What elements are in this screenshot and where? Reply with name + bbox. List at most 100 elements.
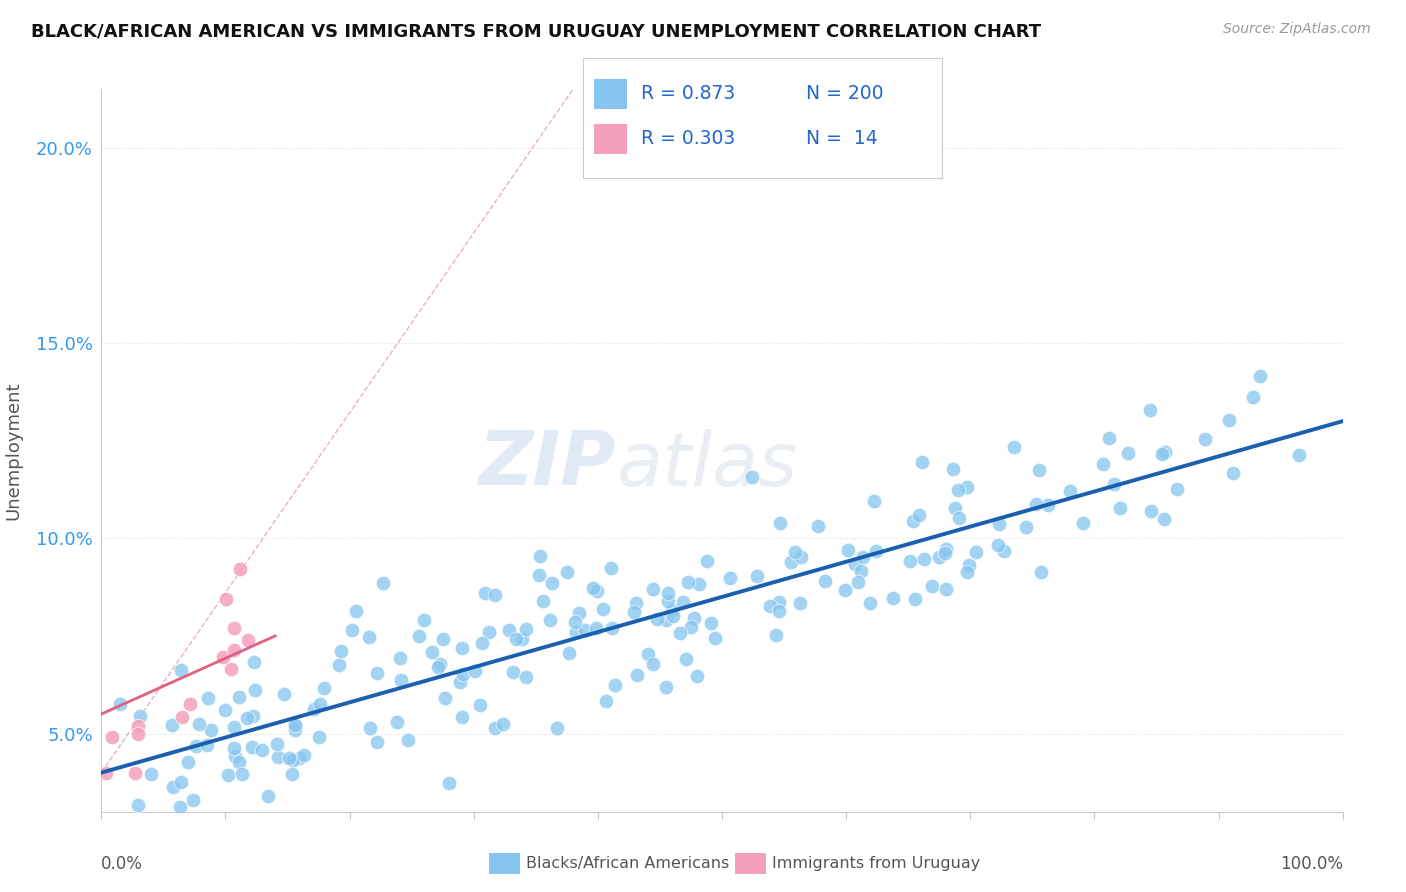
Point xyxy=(211,650,233,665)
Point xyxy=(426,660,449,674)
Point xyxy=(197,738,219,752)
Text: Source: ZipAtlas.com: Source: ZipAtlas.com xyxy=(1223,22,1371,37)
Point xyxy=(434,691,457,706)
Point xyxy=(484,721,506,735)
Point xyxy=(429,657,451,672)
Point xyxy=(284,718,307,732)
Point xyxy=(388,650,411,665)
Point xyxy=(396,733,419,747)
Point xyxy=(669,625,692,640)
Point xyxy=(505,632,527,646)
Point xyxy=(904,591,927,606)
Point xyxy=(389,673,412,687)
Point xyxy=(946,483,969,497)
Point xyxy=(865,544,887,558)
Point xyxy=(645,612,668,626)
Point xyxy=(574,623,596,637)
Point xyxy=(498,623,520,637)
Point xyxy=(956,566,979,580)
Text: 0.0%: 0.0% xyxy=(101,855,143,873)
Point xyxy=(413,613,436,627)
Point xyxy=(228,690,250,705)
Point xyxy=(956,480,979,494)
Point xyxy=(898,554,921,568)
Point xyxy=(789,596,811,610)
Point xyxy=(451,667,474,681)
Point xyxy=(546,721,568,735)
Point xyxy=(170,774,193,789)
Point xyxy=(529,549,551,564)
Point xyxy=(1166,483,1188,497)
Point xyxy=(741,469,763,483)
Point xyxy=(1140,504,1163,518)
Point xyxy=(592,602,614,616)
Point xyxy=(643,582,665,597)
Point xyxy=(287,750,309,764)
Point xyxy=(432,632,454,647)
Point xyxy=(1241,390,1264,404)
Point xyxy=(859,596,882,610)
Text: 100.0%: 100.0% xyxy=(1279,855,1343,873)
Point xyxy=(240,740,263,755)
Point xyxy=(464,665,486,679)
Point xyxy=(449,674,471,689)
Point xyxy=(921,579,943,593)
Point xyxy=(643,657,665,672)
Point xyxy=(420,645,443,659)
Point xyxy=(224,748,246,763)
Point xyxy=(510,632,533,646)
Point xyxy=(127,797,149,812)
Point xyxy=(655,613,678,627)
Point xyxy=(1029,566,1052,580)
Point xyxy=(273,687,295,701)
Point xyxy=(637,647,659,661)
Point xyxy=(181,793,204,807)
Point xyxy=(439,776,461,790)
Point xyxy=(304,701,326,715)
Y-axis label: Unemployment: Unemployment xyxy=(4,381,22,520)
Point xyxy=(814,574,837,588)
Point xyxy=(344,604,367,618)
Point xyxy=(623,605,645,619)
Point xyxy=(1002,441,1025,455)
Point xyxy=(704,631,727,645)
Point xyxy=(515,670,537,684)
Point xyxy=(250,743,273,757)
Point xyxy=(1025,497,1047,511)
Point xyxy=(231,767,253,781)
Point xyxy=(408,629,430,643)
Point xyxy=(366,665,388,680)
Point xyxy=(672,595,695,609)
Point xyxy=(1194,432,1216,446)
Point xyxy=(1153,512,1175,526)
Point xyxy=(371,576,394,591)
Point xyxy=(934,546,956,560)
Point xyxy=(170,710,193,724)
Point xyxy=(214,703,236,717)
Point xyxy=(529,568,551,582)
Point xyxy=(901,515,924,529)
Point xyxy=(267,750,290,764)
Point xyxy=(759,599,782,614)
Point xyxy=(1139,402,1161,417)
Point xyxy=(908,508,931,523)
Point xyxy=(942,461,965,475)
Point xyxy=(96,765,118,780)
Point xyxy=(492,717,515,731)
Point xyxy=(215,592,238,607)
Point xyxy=(502,665,524,679)
Point xyxy=(124,765,146,780)
Point xyxy=(765,628,787,642)
Text: Blacks/African Americans: Blacks/African Americans xyxy=(526,856,730,871)
Point xyxy=(284,718,307,732)
Point xyxy=(217,767,239,781)
Point xyxy=(599,560,621,574)
Point xyxy=(222,621,245,635)
Point xyxy=(468,698,491,712)
Point xyxy=(538,613,561,627)
Point xyxy=(176,755,198,769)
Point xyxy=(783,545,806,559)
Point xyxy=(1222,466,1244,480)
Point xyxy=(911,455,934,469)
Point xyxy=(280,766,302,780)
